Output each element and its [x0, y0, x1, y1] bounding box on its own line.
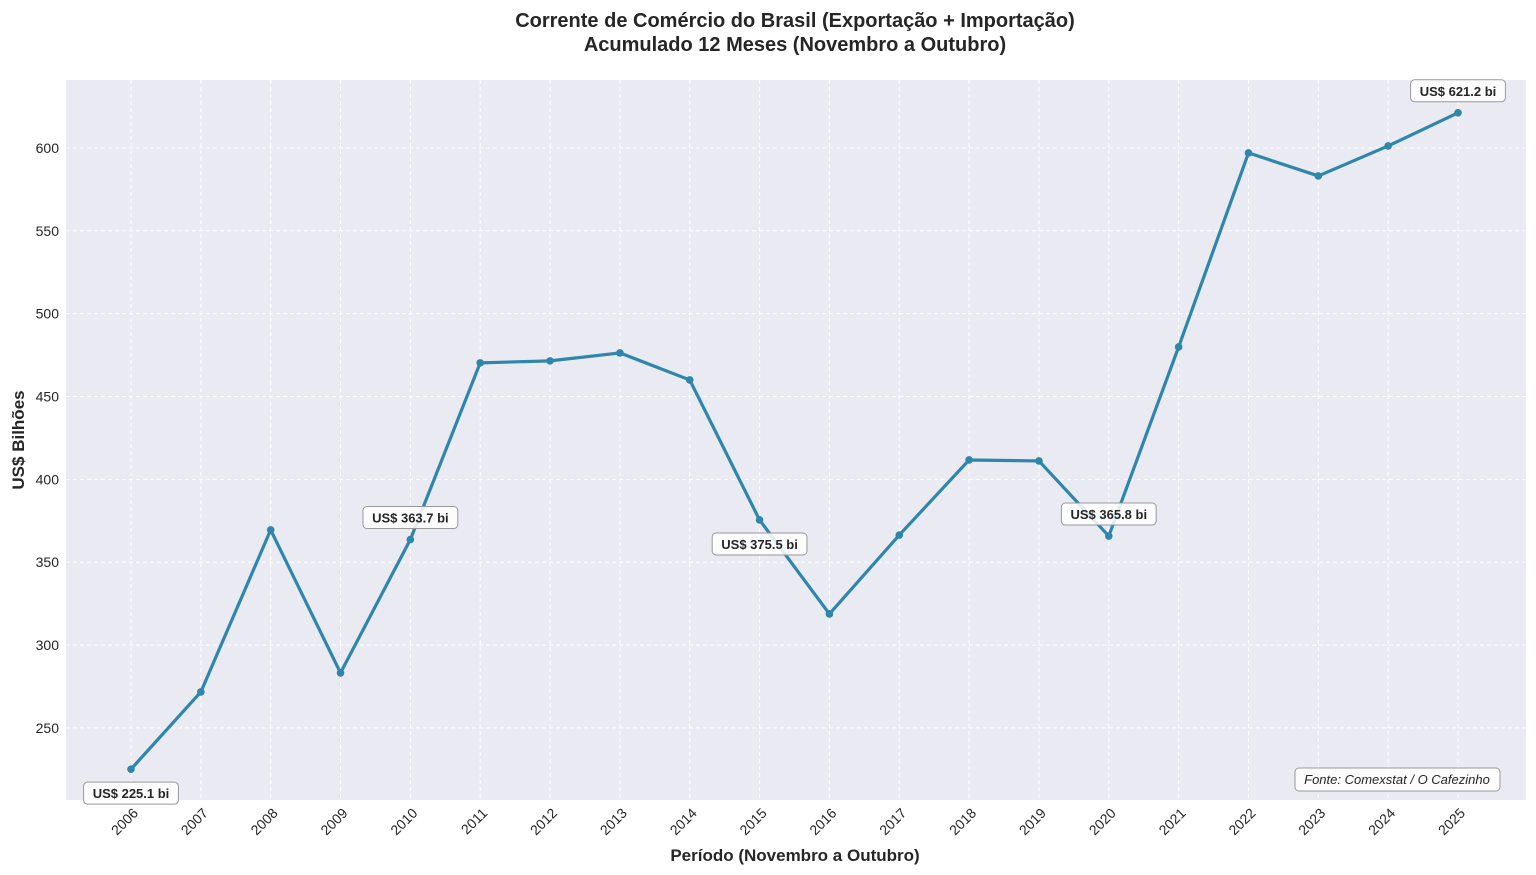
annotation-box	[1410, 79, 1506, 103]
data-point	[755, 516, 764, 524]
x-tick-label: 2025	[1435, 805, 1468, 838]
x-tick-label: 2011	[458, 805, 491, 838]
annotation-label: US$ 621.2 bi	[1420, 84, 1497, 99]
data-point	[197, 688, 205, 696]
data-point	[825, 610, 834, 618]
data-point	[406, 535, 415, 544]
data-point	[1104, 532, 1113, 540]
data-point	[965, 456, 973, 464]
data-annotation: US$ 375.5 bi	[711, 532, 808, 556]
chart-subtitle: Acumulado 12 Meses (Novembro a Outubro)	[584, 34, 1006, 56]
y-tick-label: 550	[36, 223, 60, 239]
data-point	[1454, 109, 1462, 117]
x-tick-label: 2006	[108, 805, 141, 838]
data-point	[616, 349, 624, 357]
y-tick-label: 350	[36, 554, 60, 570]
x-tick-label: 2013	[597, 805, 630, 838]
annotation-box	[362, 506, 459, 530]
data-annotation: US$ 365.8 bi	[1060, 502, 1157, 526]
x-tick-label: 2023	[1295, 805, 1328, 838]
data-point	[336, 669, 345, 677]
plot-area	[66, 80, 1526, 800]
x-tick-label: 2012	[527, 805, 560, 838]
y-tick-label: 600	[36, 140, 60, 156]
x-tick-label: 2015	[736, 805, 769, 838]
data-point	[685, 376, 694, 384]
annotation-box	[1060, 502, 1157, 526]
data-point	[1035, 457, 1043, 465]
x-tick-label: 2024	[1365, 805, 1398, 838]
y-tick-label: 450	[36, 389, 60, 405]
annotation-label: US$ 363.7 bi	[372, 511, 449, 526]
x-tick-label: 2022	[1225, 805, 1258, 838]
y-tick-label: 250	[36, 720, 60, 736]
y-tick-label: 300	[36, 637, 60, 653]
x-tick-label: 2010	[387, 805, 420, 838]
data-point	[895, 531, 904, 539]
data-annotation: US$ 621.2 bi	[1410, 79, 1506, 103]
data-point	[476, 359, 485, 367]
x-tick-label: 2020	[1086, 805, 1119, 838]
data-annotation: US$ 363.7 bi	[362, 506, 459, 530]
x-tick-label: 2014	[667, 805, 700, 838]
annotation-label: US$ 375.5 bi	[721, 537, 798, 552]
x-tick-label: 2016	[806, 805, 839, 838]
x-tick-label: 2018	[946, 805, 979, 838]
series-line	[129, 111, 1459, 771]
annotation-label: US$ 225.1 bi	[93, 786, 170, 801]
x-tick-label: 2017	[876, 805, 909, 838]
data-point	[1314, 172, 1323, 180]
source-box: Fonte: Comexstat / O Cafezinho	[1294, 767, 1501, 792]
data-point	[266, 526, 275, 534]
annotation-box	[711, 532, 808, 556]
y-axis-label: US$ Bilhões	[9, 390, 28, 489]
data-point	[1174, 343, 1183, 351]
x-tick-label: 2021	[1155, 805, 1188, 838]
source-text: Fonte: Comexstat / O Cafezinho	[1304, 772, 1490, 787]
x-tick-label: 2019	[1016, 805, 1049, 838]
data-point	[1244, 149, 1253, 157]
data-point	[546, 357, 554, 365]
x-tick-label: 2008	[247, 805, 280, 838]
x-axis-label: Período (Novembro a Outubro)	[670, 846, 919, 865]
y-tick-label: 500	[36, 306, 60, 322]
data-point	[127, 765, 135, 773]
annotation-label: US$ 365.8 bi	[1070, 507, 1147, 522]
x-tick-label: 2009	[317, 805, 350, 838]
x-tick-label: 2007	[178, 805, 211, 838]
data-annotation: US$ 225.1 bi	[83, 781, 179, 805]
data-point	[1384, 142, 1392, 150]
y-tick-label: 400	[36, 471, 60, 487]
annotation-box	[83, 781, 179, 805]
chart-title: Corrente de Comércio do Brasil (Exportaç…	[515, 10, 1075, 32]
